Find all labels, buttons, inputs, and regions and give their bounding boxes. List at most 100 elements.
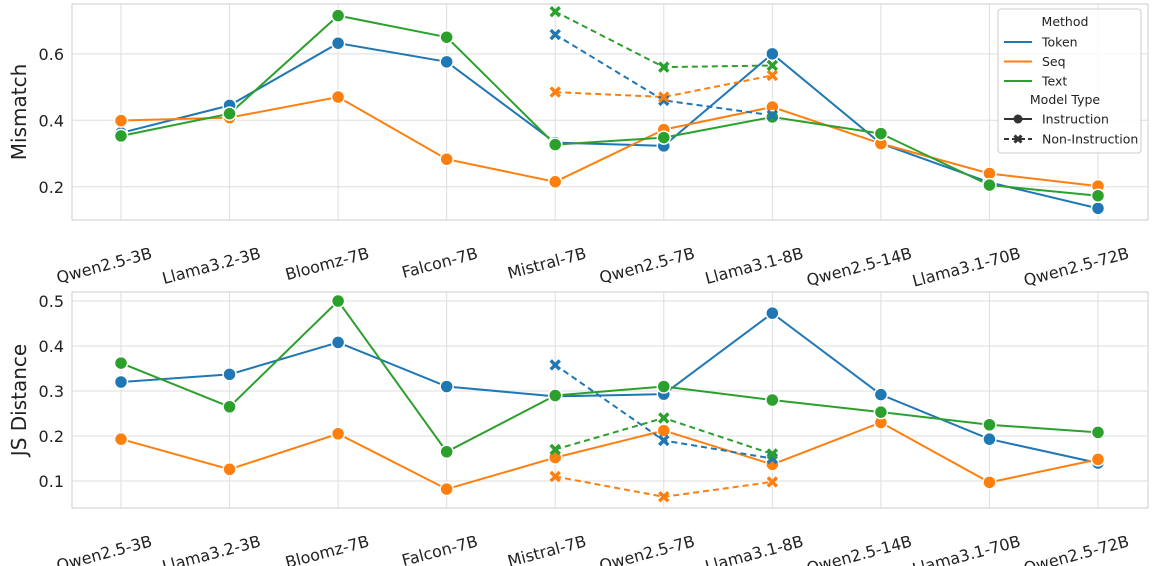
- data-point: [766, 69, 779, 82]
- x-tick-label: Qwen2.5-7B: [597, 532, 697, 566]
- series-line-token-non-instruction: [554, 33, 773, 117]
- data-point: [982, 417, 997, 432]
- data-point: [982, 177, 997, 193]
- data-point: [547, 137, 563, 152]
- data-point: [658, 412, 670, 424]
- data-point: [549, 86, 561, 98]
- data-point: [658, 434, 670, 447]
- x-tick-label: Qwen2.5-3B: [54, 532, 154, 566]
- data-point: [549, 443, 561, 456]
- data-point: [873, 387, 889, 402]
- x-tick-label: Bloomz-7B: [283, 244, 371, 285]
- data-point: [549, 5, 561, 18]
- x-tick-label: Llama3.1-70B: [910, 244, 1022, 291]
- data-point: [330, 8, 346, 23]
- y-axis-label: Mismatch: [7, 64, 31, 160]
- data-point: [439, 151, 454, 167]
- data-point: [439, 29, 454, 45]
- data-point: [766, 109, 779, 122]
- x-tick-label: Llama3.1-8B: [703, 532, 805, 566]
- legend-entry: Non-Instruction: [1042, 132, 1138, 147]
- data-point: [330, 35, 346, 51]
- legend-title-method: Method: [1042, 14, 1089, 29]
- series-line-seq-non-instruction: [555, 74, 773, 99]
- data-point: [113, 374, 129, 390]
- data-point: [222, 462, 237, 477]
- x-tick-label: Mistral-7B: [505, 532, 588, 566]
- data-point: [113, 113, 129, 128]
- y-axis-label: JS Distance: [7, 344, 31, 458]
- data-point: [765, 305, 780, 321]
- legend-entry: Instruction: [1042, 112, 1109, 127]
- data-point: [439, 54, 454, 70]
- data-point: [873, 404, 889, 420]
- data-point: [1090, 452, 1106, 467]
- data-point: [1090, 425, 1106, 440]
- data-point: [658, 61, 670, 73]
- y-tick-label: 0.3: [39, 382, 64, 401]
- plot-frame: [71, 291, 1149, 509]
- data-point: [113, 355, 129, 371]
- data-point: [439, 444, 454, 459]
- data-point: [547, 174, 563, 190]
- data-point: [658, 491, 670, 503]
- data-point: [658, 94, 670, 107]
- x-tick-label: Qwen2.5-7B: [597, 244, 697, 288]
- data-point: [439, 481, 454, 497]
- data-point: [330, 89, 346, 105]
- x-tick-label: Qwen2.5-72B: [1022, 244, 1131, 290]
- x-tick-label: Llama3.2-3B: [160, 532, 262, 566]
- series-line-text-instruction: [120, 299, 1099, 454]
- y-tick-label: 0.6: [39, 45, 64, 64]
- x-tick-label: Falcon-7B: [400, 244, 480, 282]
- data-point: [222, 399, 237, 414]
- data-point: [330, 335, 346, 350]
- x-tick-label: Llama3.1-70B: [910, 532, 1022, 566]
- data-point: [982, 431, 997, 447]
- data-point: [330, 293, 346, 309]
- data-point: [765, 46, 780, 62]
- legend-marker: [1013, 134, 1023, 144]
- x-tick-label: Llama3.2-3B: [160, 244, 262, 288]
- series-line-seq-instruction: [120, 421, 1099, 491]
- series-line-token-instruction: [120, 42, 1099, 210]
- x-tick-label: Qwen2.5-3B: [54, 244, 154, 288]
- series-line-token-instruction: [120, 311, 1099, 464]
- data-point: [1090, 201, 1106, 216]
- data-point: [765, 392, 780, 408]
- x-tick-label: Falcon-7B: [400, 532, 480, 566]
- series-line-text-instruction: [120, 14, 1099, 197]
- x-tick-label: Bloomz-7B: [283, 532, 371, 566]
- data-point: [873, 126, 889, 141]
- x-tick-label: Qwen2.5-72B: [1022, 532, 1131, 566]
- legend-box: [997, 8, 1142, 154]
- data-point: [549, 470, 561, 483]
- y-tick-label: 0.4: [39, 337, 64, 356]
- data-point: [656, 423, 672, 438]
- data-point: [222, 106, 237, 121]
- y-tick-label: 0.1: [39, 472, 64, 491]
- legend-entry: Token: [1041, 35, 1078, 50]
- y-tick-label: 0.5: [39, 292, 64, 311]
- x-tick-label: Qwen2.5-14B: [804, 244, 913, 290]
- data-point: [549, 28, 561, 41]
- data-point: [766, 448, 779, 460]
- data-point: [222, 367, 237, 382]
- data-point: [113, 128, 129, 144]
- legend-entry: Text: [1041, 74, 1067, 89]
- x-tick-label: Qwen2.5-14B: [804, 532, 913, 566]
- x-tick-label: Mistral-7B: [505, 244, 588, 283]
- data-point: [656, 379, 672, 394]
- legend-entry: Seq: [1042, 54, 1066, 69]
- y-tick-label: 0.2: [39, 178, 64, 197]
- panel-1: 0.2 0.4 0.6 Mismatch Qwen2.5-3B Llama3.2-3B Bl…: [7, 3, 1149, 291]
- data-point: [549, 359, 561, 371]
- data-point: [547, 388, 563, 403]
- data-point: [113, 431, 129, 447]
- legend-marker: [1013, 114, 1023, 124]
- data-point: [656, 130, 672, 145]
- y-tick-label: 0.4: [39, 111, 64, 130]
- legend-title-model-type: Model Type: [1030, 92, 1101, 107]
